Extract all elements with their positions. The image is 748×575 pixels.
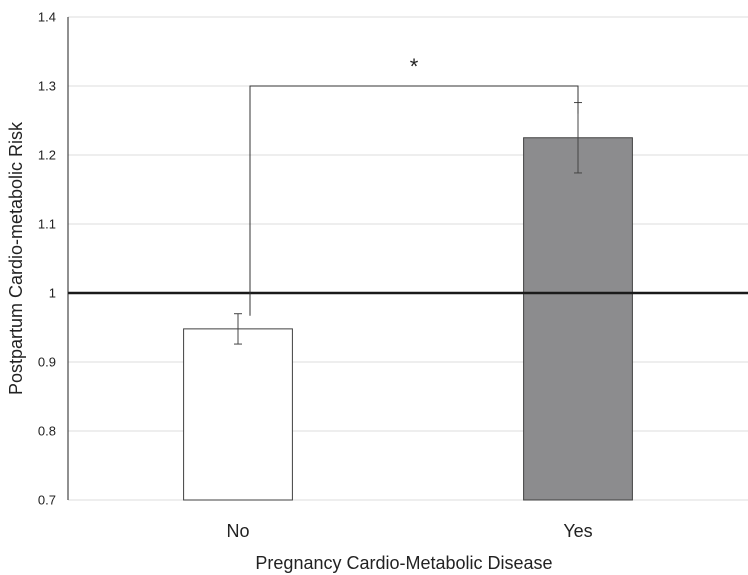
- y-tick-label: 0.7: [38, 493, 56, 508]
- significance-marker: *: [410, 54, 419, 79]
- x-category-label: No: [226, 521, 249, 541]
- y-tick-label: 1.1: [38, 217, 56, 232]
- bar-yes: [523, 137, 633, 501]
- x-category-label: Yes: [563, 521, 592, 541]
- y-tick-label: 0.8: [38, 424, 56, 439]
- significance-bracket: [249, 85, 579, 316]
- gridlines: [68, 16, 748, 501]
- y-tick-label: 0.9: [38, 355, 56, 370]
- y-tick-label: 1.2: [38, 148, 56, 163]
- y-axis-title: Postpartum Cardio-metabolic Risk: [6, 121, 26, 395]
- y-tick-label: 1.3: [38, 79, 56, 94]
- x-category-labels: No Yes: [226, 521, 592, 541]
- x-axis-title: Pregnancy Cardio-Metabolic Disease: [255, 553, 552, 573]
- y-tick-label: 1: [49, 286, 56, 301]
- bars: [183, 137, 633, 501]
- bar-no: [183, 328, 293, 501]
- y-tick-label: 1.4: [38, 10, 56, 25]
- y-tick-labels: 0.7 0.8 0.9 1 1.1 1.2 1.3 1.4: [38, 10, 56, 508]
